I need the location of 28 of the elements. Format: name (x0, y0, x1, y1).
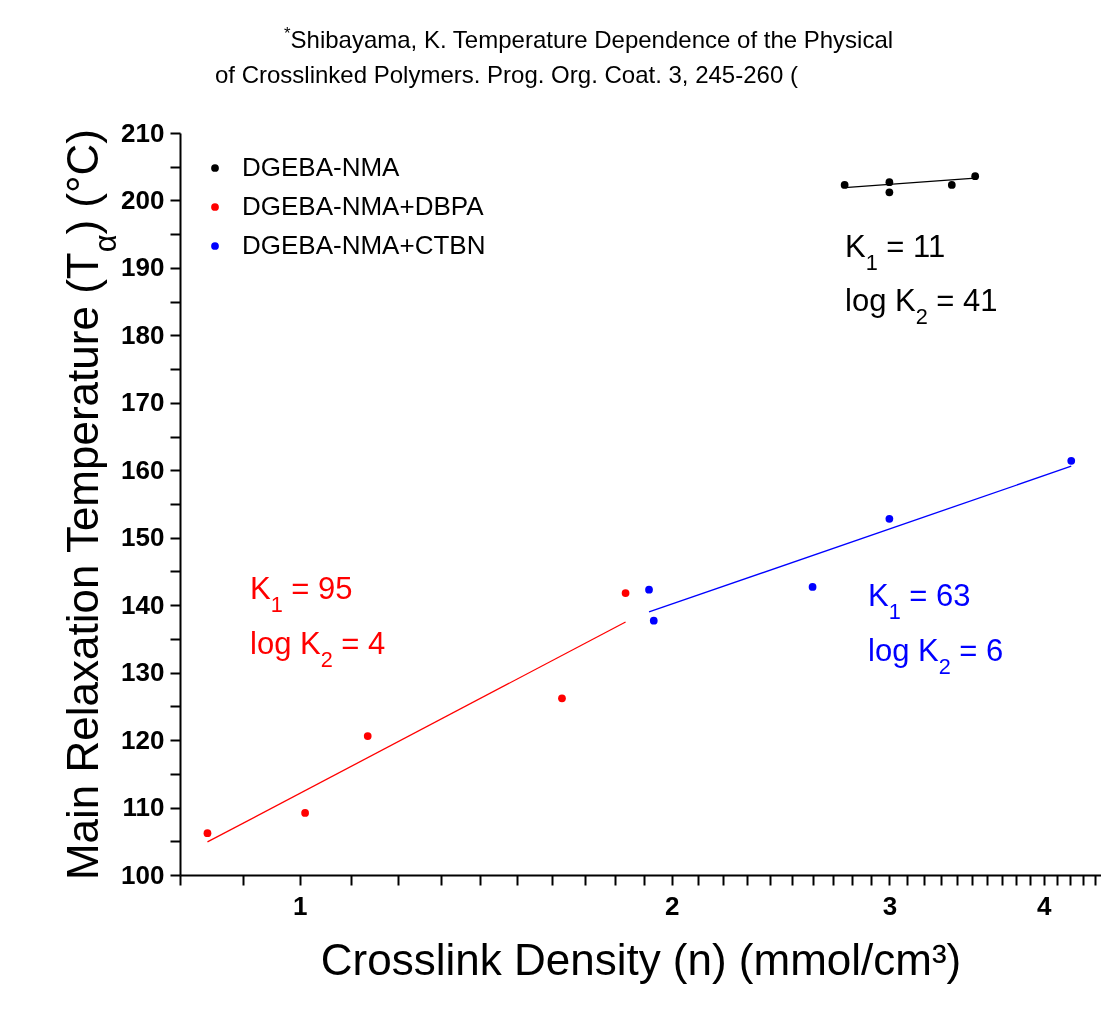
annotation: log K$_{2}$ = 41 (845, 283, 998, 329)
legend-label: DGEBA-NMA+DBPA (242, 191, 485, 221)
text: $^{*}$Shibayama, K. Temperature Dependence of the Physical (284, 23, 894, 53)
x-tick-label: 1 (293, 890, 308, 921)
text: of Crosslinked Polymers. Prog. Org. Coat. 3, 245-260 ( (215, 61, 798, 88)
x-tick-label: 3 (882, 890, 898, 921)
annotation: K$_{1}$ = 95 (250, 571, 353, 617)
y-tick-label: 160 (121, 454, 165, 485)
x-axis-title: Crosslink Density (n) (mmol/cm³) (320, 934, 962, 984)
annotation: log K$_{2}$ = 6 (868, 633, 1004, 679)
x-tick-label: 4 (1037, 890, 1053, 921)
y-tick-label: 150 (121, 522, 165, 553)
y-tick-label: 180 (121, 319, 165, 350)
legend-label: DGEBA-NMA+CTBN (242, 230, 486, 260)
y-tick-label: 140 (121, 589, 165, 620)
y-tick-label: 120 (121, 724, 165, 755)
y-tick-label: 190 (121, 252, 165, 283)
y-tick-label: 210 (121, 117, 165, 148)
y-tick-label: 110 (122, 792, 165, 823)
annotation: K$_{1}$ = 11 (845, 229, 946, 275)
legend-label: DGEBA-NMA (242, 152, 401, 182)
x-tick-label: 2 (665, 890, 680, 921)
y-tick-label: 100 (121, 859, 165, 890)
y-tick-label: 170 (121, 387, 165, 418)
annotation: K$_{1}$ = 63 (868, 578, 971, 624)
y-tick-label: 200 (121, 184, 165, 215)
annotation: log K$_{2}$ = 4 (250, 626, 386, 672)
y-tick-label: 130 (121, 657, 165, 688)
